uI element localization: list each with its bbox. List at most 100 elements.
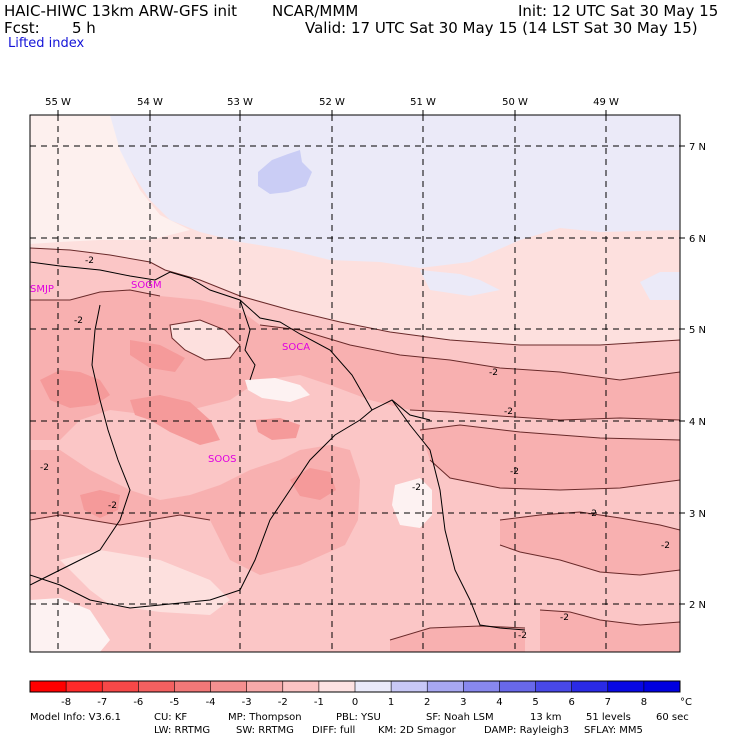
colorbar-swatch: [463, 681, 500, 692]
footer-lw: LW: RRTMG: [154, 725, 211, 736]
contour-label: -2: [74, 316, 83, 326]
neg3-band-2: [30, 445, 360, 575]
contour-line: [499, 511, 680, 531]
colorbar-swatch: [355, 681, 392, 692]
lat-label: 4 N: [689, 417, 706, 428]
lat-label: 5 N: [689, 325, 706, 336]
footer-model-info: Model Info: V3.6.1: [30, 712, 121, 723]
contour-label: -2: [510, 467, 519, 477]
lon-label: 53 W: [227, 97, 253, 108]
contour-label: -2: [560, 613, 569, 623]
neg4-blob-4: [80, 490, 120, 518]
lon-label: 55 W: [45, 97, 71, 108]
neg4-blob-5: [290, 468, 336, 500]
contour-line: [429, 459, 680, 491]
contour-label: -2: [108, 501, 117, 511]
border-french-guiana-west: [239, 409, 373, 591]
contour-label: -2: [518, 631, 527, 641]
footer-levels: 51 levels: [586, 712, 631, 723]
footer-sflay: SFLAY: MM5: [584, 725, 643, 736]
positive-region-2: [420, 270, 500, 296]
colorbar-swatch: [571, 681, 609, 692]
contour-line: [169, 319, 241, 361]
longitude-labels: 55 W 54 W 53 W 52 W 51 W 50 W 49 W: [45, 97, 619, 108]
station-label: SOCA: [282, 342, 310, 353]
neg3-band-4: [420, 425, 680, 490]
border-suriname-south: [30, 574, 241, 609]
colorbar-swatch: [102, 681, 139, 692]
lon-label: 54 W: [137, 97, 163, 108]
init-time: Init: 12 UTC Sat 30 May 15: [518, 2, 719, 20]
colorbar-swatch: [499, 681, 537, 692]
field-name: Lifted index: [8, 36, 85, 51]
footer-res: 13 km: [530, 712, 562, 723]
valid-time: Valid: 17 UTC Sat 30 May 15 (14 LST Sat …: [305, 19, 698, 37]
colorbar-tick-label: -5: [169, 697, 179, 706]
colorbar-swatch: [30, 681, 67, 692]
contour-line: [409, 409, 680, 421]
lon-label: 52 W: [319, 97, 345, 108]
light-hole-1: [170, 320, 240, 360]
neg4-blob-6: [130, 340, 185, 372]
positive-region-3: [640, 272, 680, 300]
axis-ticks: [57, 110, 685, 605]
contour-lines: [30, 247, 680, 641]
zero-band: [30, 115, 190, 244]
lifted-index-map: 55 W 54 W 53 W 52 W 51 W 50 W 49 W 7 N 6…: [29, 97, 706, 653]
colorbar-tick-label: -4: [206, 697, 216, 706]
light-hole-4: [60, 550, 230, 615]
colorbar-tick-label: 0: [352, 697, 358, 706]
positive-region: [110, 115, 680, 268]
border-french-guiana-east: [391, 399, 526, 631]
colorbar-tick-label: -8: [61, 697, 71, 706]
contour-label: -2: [412, 483, 421, 493]
org-title: NCAR/MMM: [272, 2, 359, 20]
neg3-band-5: [540, 610, 680, 652]
contour-label: -2: [489, 368, 498, 378]
colorbar-swatch: [138, 681, 175, 692]
colorbar-tick-label: 6: [568, 697, 574, 706]
colorbar: -8 -7 -6 -5 -4 -3 -2 -1 0 1 2 3 4 5 6 7 8 °C: [29, 680, 692, 706]
contour-label: -2: [504, 407, 513, 417]
forecast-value: 5 h: [72, 19, 96, 37]
footer-sw: SW: RRTMG: [236, 725, 294, 736]
colorbar-swatch: [607, 681, 645, 692]
footer-diff: DIFF: full: [312, 725, 356, 736]
colorbar-tick-label: 8: [641, 697, 647, 706]
border-suriname-west: [30, 304, 131, 586]
contour-line: [259, 324, 680, 381]
coastline: [30, 261, 431, 421]
neg4-blob-2: [130, 395, 220, 445]
shaded-field: [30, 115, 680, 652]
footer-cu: CU: KF: [154, 712, 188, 723]
contour-line: [419, 424, 680, 441]
lat-label: 3 N: [689, 509, 706, 520]
colorbar-tick-label: -2: [278, 697, 288, 706]
colorbar-tick-label: -6: [133, 697, 143, 706]
footer-km: KM: 2D Smagor: [378, 725, 456, 736]
contour-label: -2: [85, 256, 94, 266]
lat-label: 7 N: [689, 142, 706, 153]
contour-label: -2: [661, 541, 670, 551]
forecast-label: Fcst:: [4, 19, 40, 37]
neg3-band-3: [500, 512, 680, 575]
contour-line: [389, 625, 526, 641]
colorbar-tick-label: 1: [388, 697, 394, 706]
colorbar-unit: °C: [680, 697, 692, 706]
colorbar-swatch: [391, 681, 428, 692]
colorbar-swatch: [174, 681, 212, 692]
colorbar-tick-label: 3: [460, 697, 466, 706]
colorbar-tick-label: -7: [97, 697, 107, 706]
colorbar-tick-label: -1: [314, 697, 324, 706]
lon-label: 50 W: [502, 97, 528, 108]
colorbar-frame: [29, 680, 681, 693]
colorbar-swatch: [643, 681, 680, 692]
station-label: SOGM: [131, 280, 162, 291]
light-hole-3: [392, 478, 432, 528]
contour-line: [30, 247, 680, 346]
lon-label: 51 W: [410, 97, 436, 108]
positive-2-blob: [258, 150, 312, 194]
footer-sf: SF: Noah LSM: [426, 712, 494, 723]
contour-line: [30, 289, 161, 301]
neg3-band-6: [390, 626, 525, 652]
